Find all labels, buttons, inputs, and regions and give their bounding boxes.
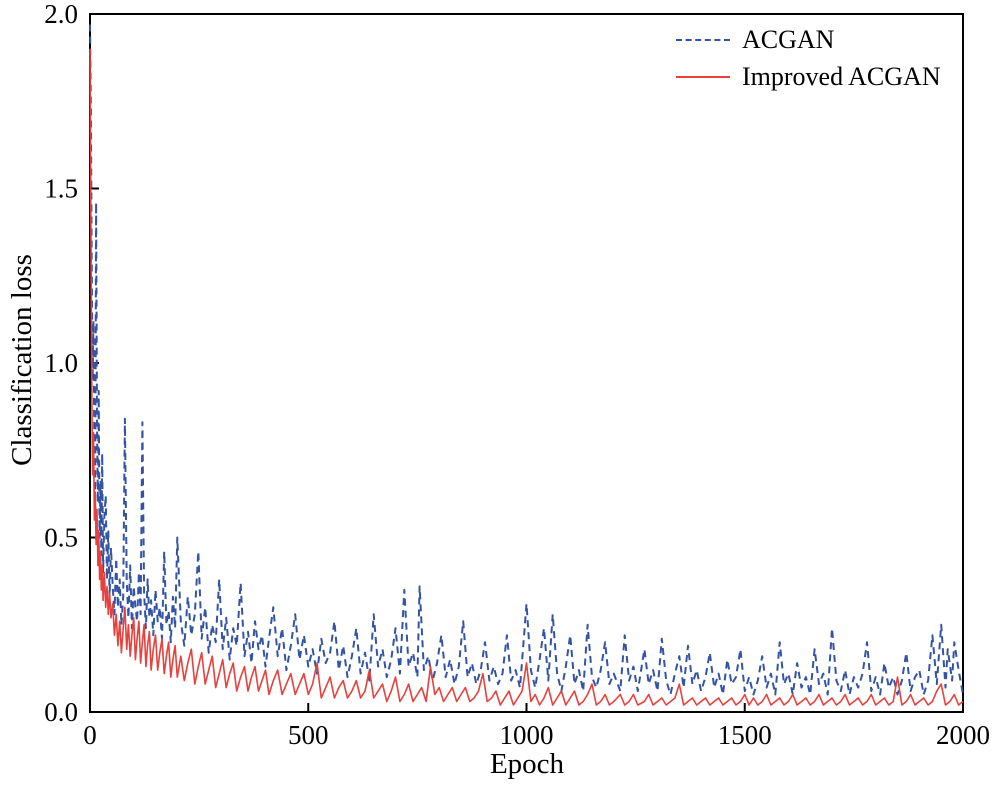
legend-label-acgan: ACGAN bbox=[742, 25, 835, 54]
svg-text:1.0: 1.0 bbox=[44, 348, 78, 378]
x-axis-label: Epoch bbox=[489, 748, 565, 780]
svg-text:2.0: 2.0 bbox=[44, 0, 78, 29]
acgan-dashed-line-sample bbox=[676, 39, 730, 42]
y-axis-label: Classification loss bbox=[6, 254, 38, 466]
legend-entry-acgan: ACGAN bbox=[676, 25, 941, 55]
improved-acgan-solid-line-sample bbox=[676, 75, 730, 78]
svg-text:2000: 2000 bbox=[936, 720, 990, 750]
svg-text:0.5: 0.5 bbox=[44, 523, 78, 553]
svg-text:0.0: 0.0 bbox=[44, 697, 78, 727]
svg-text:1.5: 1.5 bbox=[44, 174, 78, 204]
svg-text:1500: 1500 bbox=[718, 720, 772, 750]
legend-entry-improved-acgan: Improved ACGAN bbox=[676, 61, 941, 92]
svg-text:0: 0 bbox=[83, 720, 97, 750]
svg-text:1000: 1000 bbox=[500, 720, 554, 750]
legend: ACGAN Improved ACGAN bbox=[676, 25, 941, 92]
svg-text:500: 500 bbox=[288, 720, 329, 750]
legend-label-improved-acgan: Improved ACGAN bbox=[742, 61, 941, 91]
